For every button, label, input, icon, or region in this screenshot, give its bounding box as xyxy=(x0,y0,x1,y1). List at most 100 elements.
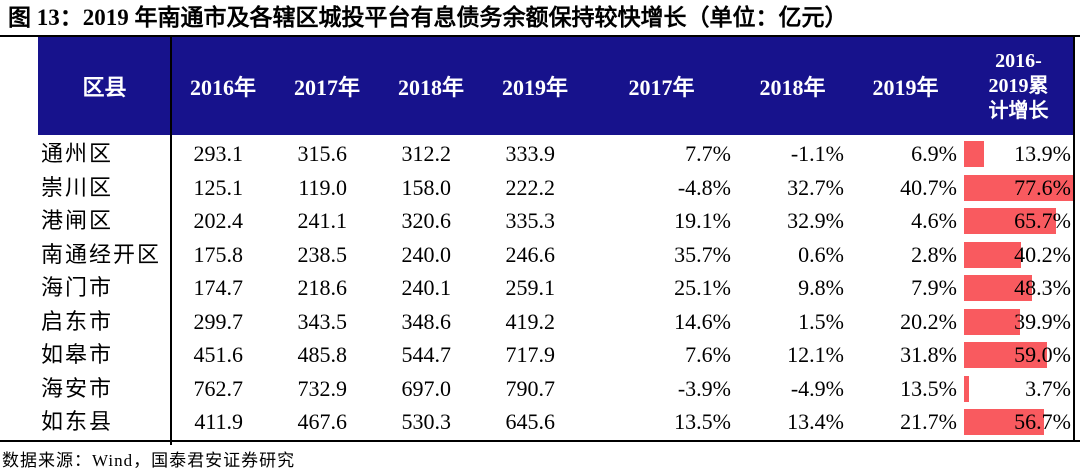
value-cell: 451.6 xyxy=(193,342,244,368)
value-cell: 315.6 xyxy=(297,141,348,167)
growth-cell: 20.2% xyxy=(900,308,957,334)
table-row: 如东县 411.9 467.6 530.3 645.6 13.5% 13.4% … xyxy=(38,405,1075,439)
value-cell: 419.2 xyxy=(505,308,556,334)
growth-cell: 4.6% xyxy=(911,208,957,234)
cumulative-growth-value: 39.9% xyxy=(1014,308,1071,334)
district-name: 如东县 xyxy=(41,409,114,435)
growth-cell: 32.7% xyxy=(787,174,844,200)
district-name: 通州区 xyxy=(41,141,114,167)
growth-databar xyxy=(964,409,1044,435)
cumulative-growth-value: 13.9% xyxy=(1014,141,1071,166)
header-2019-growth: 2019年 xyxy=(872,75,939,100)
value-cell: 697.0 xyxy=(401,375,452,401)
table-header: 区县 2016年 2017年 2018年 2019年 2017年 2018年 2… xyxy=(38,37,1075,135)
district-name: 如皋市 xyxy=(41,342,114,368)
district-name: 崇川区 xyxy=(41,174,114,200)
growth-cell: 25.1% xyxy=(674,275,731,301)
header-2016: 2016年 xyxy=(189,75,256,100)
bottom-divider-line xyxy=(0,440,1080,442)
growth-cell: 1.5% xyxy=(798,308,844,334)
growth-cell: 7.6% xyxy=(685,342,731,368)
cumulative-growth-value: 65.7% xyxy=(1014,208,1071,233)
table-body: 通州区 293.1 315.6 312.2 333.9 7.7% -1.1% 6… xyxy=(38,137,1075,439)
header-2018: 2018年 xyxy=(397,75,464,100)
growth-databar xyxy=(964,208,1057,234)
table-row: 港闸区 202.4 241.1 320.6 335.3 19.1% 32.9% … xyxy=(38,204,1075,238)
value-cell: 717.9 xyxy=(505,342,556,368)
growth-cell: 2.8% xyxy=(911,241,957,267)
value-cell: 246.6 xyxy=(505,241,556,267)
table-row: 海门市 174.7 218.6 240.1 259.1 25.1% 9.8% 7… xyxy=(38,271,1075,305)
value-cell: 333.9 xyxy=(505,141,556,167)
district-name: 南通经开区 xyxy=(41,241,162,267)
growth-databar xyxy=(964,141,984,167)
table-row: 南通经开区 175.8 238.5 240.0 246.6 35.7% 0.6%… xyxy=(38,238,1075,272)
value-cell: 348.6 xyxy=(401,308,452,334)
table-row: 如皋市 451.6 485.8 544.7 717.9 7.6% 12.1% 3… xyxy=(38,338,1075,372)
growth-cell: -3.9% xyxy=(677,375,731,401)
header-district: 区县 xyxy=(82,75,127,100)
value-cell: 320.6 xyxy=(401,208,452,234)
cumulative-growth-cell: 48.3% xyxy=(962,271,1075,305)
value-cell: 293.1 xyxy=(193,141,244,167)
table-row: 海安市 762.7 732.9 697.0 790.7 -3.9% -4.9% … xyxy=(38,372,1075,406)
cumulative-growth-cell: 3.7% xyxy=(962,372,1075,406)
growth-databar xyxy=(964,375,970,402)
growth-cell: -4.8% xyxy=(677,174,731,200)
growth-cell: 6.9% xyxy=(911,141,957,167)
value-cell: 240.1 xyxy=(401,275,452,301)
value-cell: 411.9 xyxy=(194,409,243,435)
value-cell: 175.8 xyxy=(193,241,244,267)
value-cell: 218.6 xyxy=(297,275,348,301)
table-row: 通州区 293.1 315.6 312.2 333.9 7.7% -1.1% 6… xyxy=(38,137,1075,171)
growth-databar xyxy=(964,275,1032,301)
table-right-border xyxy=(1073,37,1075,442)
growth-databar xyxy=(964,241,1021,268)
cumulative-growth-cell: 13.9% xyxy=(962,137,1075,171)
value-cell: 174.7 xyxy=(193,275,244,301)
growth-cell: 7.9% xyxy=(911,275,957,301)
header-2017: 2017年 xyxy=(293,75,360,100)
growth-cell: 40.7% xyxy=(900,174,957,200)
cumulative-growth-value: 77.6% xyxy=(1014,174,1071,200)
growth-cell: 32.9% xyxy=(787,208,844,234)
cumulative-growth-cell: 59.0% xyxy=(962,338,1075,372)
value-cell: 238.5 xyxy=(297,241,348,267)
cumulative-growth-cell: 40.2% xyxy=(962,238,1075,272)
value-cell: 241.1 xyxy=(297,208,348,234)
value-cell: 762.7 xyxy=(193,375,244,401)
value-cell: 790.7 xyxy=(505,375,556,401)
growth-databar xyxy=(964,308,1020,335)
cumulative-growth-value: 3.7% xyxy=(1025,375,1071,401)
cumulative-growth-cell: 56.7% xyxy=(962,405,1075,439)
value-cell: 343.5 xyxy=(297,308,348,334)
table-row: 崇川区 125.1 119.0 158.0 222.2 -4.8% 32.7% … xyxy=(38,171,1075,205)
cumulative-growth-cell: 65.7% xyxy=(962,204,1075,238)
growth-cell: 0.6% xyxy=(798,241,844,267)
header-cumulative-growth: 2016- 2019累 计增长 xyxy=(962,49,1075,124)
growth-cell: 13.5% xyxy=(674,409,731,435)
growth-cell: 13.4% xyxy=(787,409,844,435)
column-divider-line xyxy=(170,35,172,445)
value-cell: 158.0 xyxy=(401,174,452,200)
header-2018-growth: 2018年 xyxy=(759,75,826,100)
data-source-note: 数据来源：Wind，国泰君安证券研究 xyxy=(2,451,296,470)
value-cell: 530.3 xyxy=(401,409,452,435)
value-cell: 645.6 xyxy=(505,409,556,435)
header-2017-growth: 2017年 xyxy=(628,75,695,100)
value-cell: 259.1 xyxy=(505,275,556,301)
value-cell: 240.0 xyxy=(401,241,452,267)
growth-cell: 19.1% xyxy=(674,208,731,234)
value-cell: 299.7 xyxy=(193,308,244,334)
growth-databar xyxy=(964,342,1047,368)
growth-cell: 12.1% xyxy=(787,342,844,368)
cumulative-growth-cell: 39.9% xyxy=(962,305,1075,339)
district-name: 港闸区 xyxy=(41,208,114,234)
value-cell: 125.1 xyxy=(193,174,244,200)
value-cell: 312.2 xyxy=(401,141,452,167)
value-cell: 222.2 xyxy=(505,174,556,200)
district-name: 海门市 xyxy=(41,275,114,301)
growth-cell: -4.9% xyxy=(790,375,844,401)
growth-cell: 7.7% xyxy=(685,141,731,167)
growth-cell: 31.8% xyxy=(900,342,957,368)
